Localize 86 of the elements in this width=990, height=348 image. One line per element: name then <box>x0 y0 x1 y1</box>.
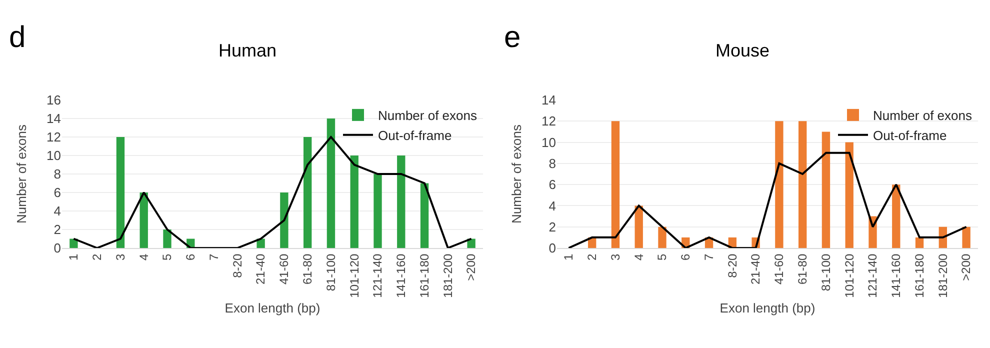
bar <box>775 121 784 248</box>
chart-title: Human <box>218 40 277 61</box>
x-tick-label: 141-160 <box>394 253 408 298</box>
y-tick-label: 8 <box>548 156 556 171</box>
x-tick-label: 181-200 <box>440 253 455 298</box>
y-tick-label: 12 <box>46 130 61 145</box>
y-tick-label: 0 <box>548 240 556 256</box>
x-tick-label: 161-180 <box>417 253 432 298</box>
x-tick-label: 2 <box>90 253 104 260</box>
y-tick-label: 2 <box>548 219 556 234</box>
x-tick-label: >200 <box>959 253 974 281</box>
x-tick-label: 3 <box>608 253 622 260</box>
bar <box>611 121 620 248</box>
x-tick-label: 8-20 <box>230 253 244 278</box>
x-tick-label: 121-140 <box>866 253 880 298</box>
legend-label: Out-of-frame <box>873 128 947 143</box>
y-tick-label: 4 <box>548 198 556 214</box>
bar <box>962 226 970 248</box>
x-tick-label: 101-120 <box>842 253 856 298</box>
y-tick-label: 6 <box>54 185 61 200</box>
bar <box>658 226 666 248</box>
y-tick-label: 10 <box>542 134 556 150</box>
bar <box>892 184 900 248</box>
bar <box>326 118 336 248</box>
y-tick-label: 6 <box>548 177 556 192</box>
x-axis-title: Exon length (bp) <box>224 300 320 316</box>
x-tick-label: 2 <box>584 253 599 260</box>
y-tick-label: 10 <box>46 148 61 164</box>
x-tick-label: 81-100 <box>324 253 338 292</box>
x-tick-label: 61-80 <box>795 253 810 285</box>
x-tick-label: 81-100 <box>818 253 833 292</box>
bar <box>634 206 643 248</box>
x-tick-label: 21-40 <box>254 253 268 285</box>
text: e <box>504 21 521 54</box>
x-tick-label: 21-40 <box>748 253 763 285</box>
x-tick-label: 121-140 <box>370 253 385 298</box>
y-tick-label: 2 <box>54 222 61 238</box>
x-tick-label: 141-160 <box>889 253 904 298</box>
x-tick-label: 5 <box>655 253 670 260</box>
bar <box>420 183 429 248</box>
x-tick-label: 6 <box>678 253 693 260</box>
x-tick-label: 181-200 <box>936 253 950 298</box>
bar <box>163 230 172 248</box>
bar <box>798 121 807 248</box>
y-tick-label: 14 <box>46 111 61 126</box>
chart-title: Mouse <box>715 40 770 61</box>
legend-label: Out-of-frame <box>378 128 452 143</box>
x-tick-label: 8-20 <box>725 253 740 278</box>
x-tick-label: 6 <box>184 253 198 260</box>
y-axis-title: Number of exons <box>14 124 29 224</box>
bar <box>845 142 854 248</box>
line-series <box>568 152 968 248</box>
legend-label: Number of exons <box>873 108 972 124</box>
x-tick-label: 101-120 <box>347 253 362 298</box>
x-tick-label: 161-180 <box>912 253 926 298</box>
x-tick-label: 41-60 <box>772 253 786 285</box>
x-axis-title: Exon length (bp) <box>720 300 816 316</box>
legend-label: Number of exons <box>378 108 478 124</box>
y-tick-label: 8 <box>54 166 61 182</box>
y-tick-label: 16 <box>46 92 61 108</box>
x-tick-label: 5 <box>160 253 174 260</box>
x-tick-label: 1 <box>562 253 576 260</box>
bar <box>280 192 288 248</box>
bar <box>374 174 382 248</box>
x-tick-label: 41-60 <box>277 253 292 285</box>
bar <box>350 156 358 248</box>
y-tick-label: 14 <box>542 92 556 108</box>
bar <box>140 192 148 248</box>
y-tick-label: 0 <box>54 240 61 256</box>
x-tick-label: 7 <box>702 253 716 260</box>
x-tick-label: 61-80 <box>300 253 314 285</box>
x-tick-label: 4 <box>136 253 151 260</box>
x-tick-label: >200 <box>464 253 478 281</box>
y-axis-title: Number of exons <box>509 124 524 224</box>
x-tick-label: 7 <box>206 253 221 260</box>
x-tick-label: 4 <box>632 253 646 260</box>
text: d <box>9 21 26 54</box>
bar <box>303 137 312 248</box>
y-tick-label: 4 <box>54 204 61 219</box>
x-tick-label: 3 <box>113 253 128 260</box>
bar <box>915 237 924 248</box>
bar <box>822 132 830 248</box>
y-tick-label: 12 <box>542 114 556 129</box>
bar <box>397 156 406 248</box>
x-tick-label: 1 <box>66 253 81 260</box>
bar <box>116 137 125 248</box>
